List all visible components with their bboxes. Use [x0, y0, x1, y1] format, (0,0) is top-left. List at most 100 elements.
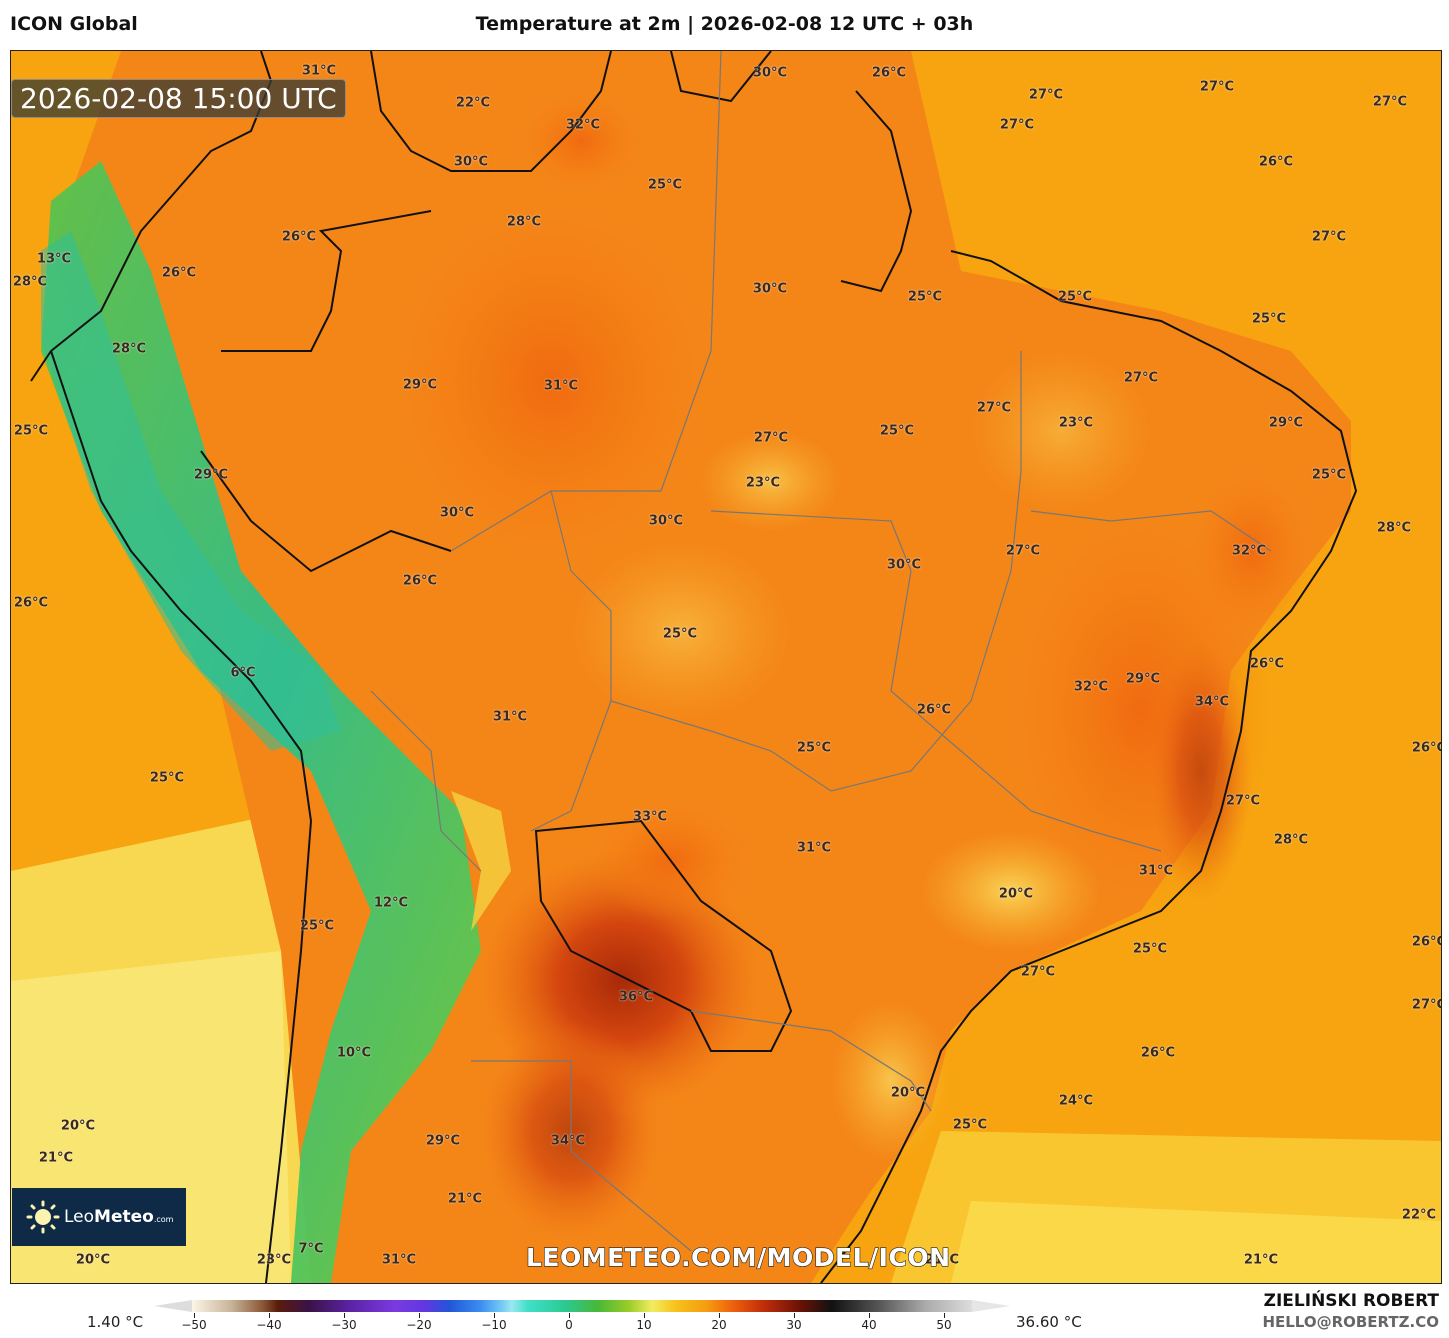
temperature-label: 28°C	[12, 274, 48, 290]
author-name: ZIELIŃSKI ROBERT	[1263, 1291, 1439, 1311]
temperature-label: 27°C	[1123, 370, 1159, 386]
temperature-label: 21°C	[38, 1150, 74, 1166]
temperature-label: 27°C	[976, 400, 1012, 416]
colorbar-extend-right	[972, 1300, 1010, 1312]
temperature-label: 23°C	[745, 475, 781, 491]
temperature-label: 30°C	[453, 154, 489, 170]
temperature-label: 25°C	[796, 740, 832, 756]
temperature-label: 34°C	[1194, 694, 1230, 710]
temperature-label: 28°C	[1273, 832, 1309, 848]
temperature-label: 27°C	[1311, 229, 1347, 245]
logo-text-leo: Leo	[64, 1207, 95, 1227]
colorbar-tick	[419, 1313, 420, 1318]
model-name: ICON Global	[10, 13, 138, 35]
temperature-label: 25°C	[149, 770, 185, 786]
colorbar-tick-label: 50	[936, 1318, 952, 1332]
colorbar: −50 −40 −30 −20 −10 0 10 20 30 40 50	[150, 1298, 1020, 1338]
colorbar-tick	[344, 1313, 345, 1318]
sun-icon	[26, 1200, 60, 1234]
temperature-label: 20°C	[890, 1085, 926, 1101]
colorbar-tick	[569, 1313, 570, 1318]
temperature-label: 26°C	[13, 595, 49, 611]
temperature-label: 36°C	[618, 989, 654, 1005]
temperature-label: 27°C	[1411, 997, 1441, 1013]
temperature-label: 30°C	[752, 65, 788, 81]
temperature-label: 29°C	[402, 377, 438, 393]
temperature-label: 25°C	[1057, 289, 1093, 305]
valid-time-badge: 2026-02-08 15:00 UTC	[11, 79, 346, 118]
temperature-label: 24°C	[1058, 1093, 1094, 1109]
chart-title: Temperature at 2m | 2026-02-08 12 UTC + …	[475, 13, 974, 35]
author-email[interactable]: HELLO@ROBERTZ.CO	[1262, 1313, 1439, 1331]
temperature-label: 29°C	[1125, 671, 1161, 687]
temperature-label: 27°C	[1020, 964, 1056, 980]
temperature-label: 26°C	[916, 702, 952, 718]
watermark-url: LEOMETEO.COM/MODEL/ICON	[525, 1242, 951, 1272]
temperature-label: 25°C	[647, 177, 683, 193]
temperature-label: 27°C	[1199, 79, 1235, 95]
temperature-label: 30°C	[886, 557, 922, 573]
leometeo-logo[interactable]: LeoMeteo.com	[12, 1188, 186, 1246]
temperature-label: 26°C	[281, 229, 317, 245]
temperature-label: 25°C	[1251, 311, 1287, 327]
temperature-label: 27°C	[753, 430, 789, 446]
temperature-label: 31°C	[492, 709, 528, 725]
colorbar-tick	[194, 1313, 195, 1318]
temperature-label: 28°C	[111, 341, 147, 357]
temperature-label: 32°C	[1073, 679, 1109, 695]
colorbar-tick	[269, 1313, 270, 1318]
colorbar-min-label: 1.40 °C	[87, 1313, 144, 1331]
logo-text-suffix: .com	[153, 1215, 174, 1224]
colorbar-tick-label: 0	[565, 1318, 573, 1332]
temperature-label: 29°C	[425, 1133, 461, 1149]
colorbar-tick	[494, 1313, 495, 1318]
logo-text-meteo: Meteo	[94, 1207, 154, 1227]
temperature-label: 30°C	[439, 505, 475, 521]
temperature-label: 26°C	[1249, 656, 1285, 672]
temperature-label: 26°C	[1411, 740, 1441, 756]
temperature-label: 26°C	[402, 573, 438, 589]
colorbar-tick-label: −50	[181, 1318, 207, 1332]
temperature-label: 27°C	[1028, 87, 1064, 103]
temperature-label: 27°C	[1372, 94, 1408, 110]
colorbar-gradient	[192, 1300, 972, 1312]
temperature-label: 23°C	[1058, 415, 1094, 431]
temperature-label: 26°C	[1258, 154, 1294, 170]
temperature-label: 25°C	[907, 289, 943, 305]
temperature-label: 21°C	[924, 1252, 960, 1268]
colorbar-tick	[794, 1313, 795, 1318]
temperature-label: 31°C	[796, 840, 832, 856]
temperature-label: 27°C	[1225, 793, 1261, 809]
temperature-label: 25°C	[13, 423, 49, 439]
colorbar-tick	[944, 1313, 945, 1318]
temperature-label: 32°C	[1231, 543, 1267, 559]
temperature-label: 6°C	[230, 665, 256, 681]
temperature-label: 31°C	[543, 378, 579, 394]
temperature-label: 7°C	[298, 1241, 324, 1257]
logo-text: LeoMeteo.com	[64, 1207, 173, 1227]
temperature-label: 26°C	[1411, 934, 1441, 950]
temperature-label: 25°C	[952, 1117, 988, 1133]
temperature-label: 21°C	[447, 1191, 483, 1207]
temperature-label: 30°C	[648, 513, 684, 529]
temperature-label: 25°C	[879, 423, 915, 439]
temperature-label: 25°C	[1132, 941, 1168, 957]
colorbar-tick-label: 10	[636, 1318, 652, 1332]
colorbar-tick-label: 20	[711, 1318, 727, 1332]
temperature-label: 25°C	[299, 918, 335, 934]
colorbar-extend-left	[154, 1300, 192, 1312]
temperature-label: 34°C	[550, 1133, 586, 1149]
temperature-label: 26°C	[871, 65, 907, 81]
temperature-label: 25°C	[1311, 467, 1347, 483]
temperature-label: 29°C	[1268, 415, 1304, 431]
temperature-label: 29°C	[193, 467, 229, 483]
colorbar-tick-label: 40	[861, 1318, 877, 1332]
colorbar-tick	[644, 1313, 645, 1318]
temperature-label: 27°C	[999, 117, 1035, 133]
temperature-label: 27°C	[1005, 543, 1041, 559]
colorbar-tick-label: −40	[256, 1318, 282, 1332]
colorbar-tick-label: −10	[481, 1318, 507, 1332]
temperature-map[interactable]: 2026-02-08 15:00 UTC 31°C 22°C 32°C 30°C 30°…	[10, 50, 1442, 1284]
temperature-label: 20°C	[998, 886, 1034, 902]
temperature-label: 28°C	[506, 214, 542, 230]
